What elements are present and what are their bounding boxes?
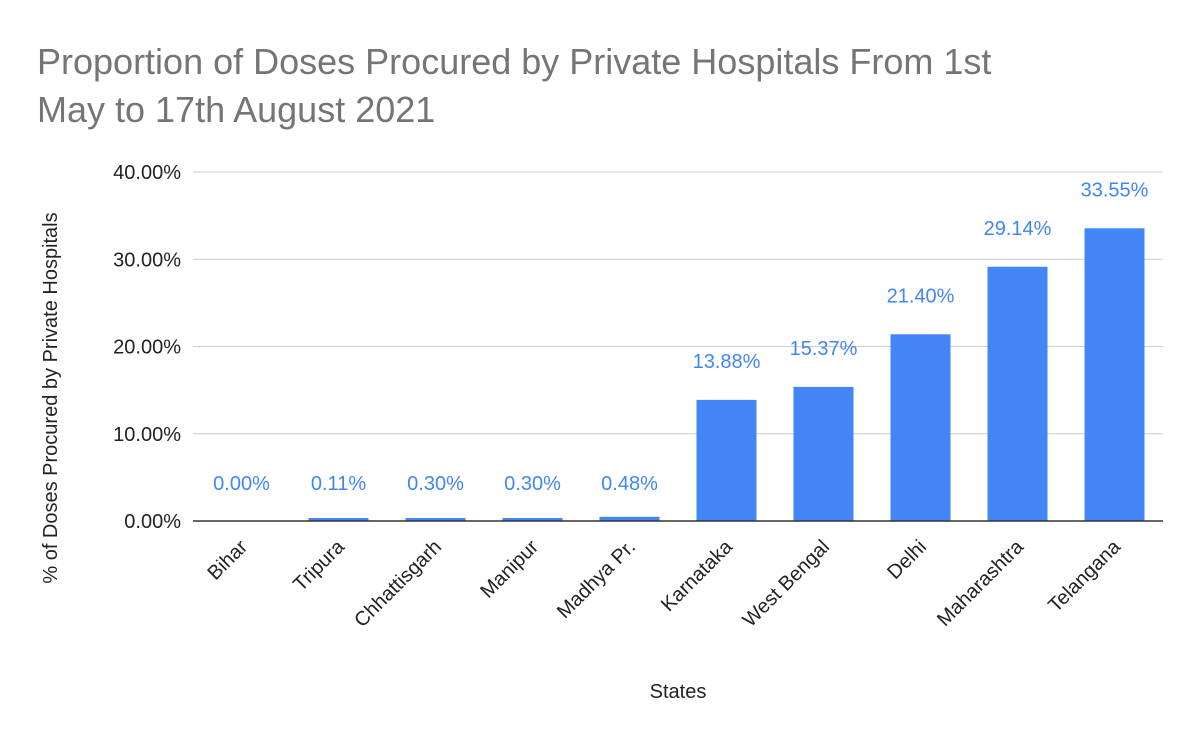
x-tick-label: Karnataka xyxy=(657,535,738,616)
data-label: 0.11% xyxy=(311,473,366,495)
y-tick-label: 30.00% xyxy=(113,249,181,271)
bar xyxy=(793,386,854,521)
x-tick-label: Manipur xyxy=(476,536,543,603)
bar xyxy=(502,518,563,521)
bar xyxy=(987,266,1048,521)
y-axis-ticks: 0.00% 10.00% 20.00% 30.00% 40.00% xyxy=(113,162,181,533)
data-label: 0.30% xyxy=(407,473,464,495)
data-label: 21.40% xyxy=(887,285,955,307)
data-label: 29.14% xyxy=(984,218,1052,240)
x-tick-label: West Bengal xyxy=(739,536,834,631)
x-tick-label: Tripura xyxy=(289,535,349,595)
data-labels: 0.00% 0.11% 0.30% 0.30% 0.48% 13.88% 15.37% 21.… xyxy=(213,179,1148,495)
chart-title-line-2: May to 17th August 2021 xyxy=(37,89,435,130)
chart-title-line-1: Proportion of Doses Procured by Private … xyxy=(37,41,991,82)
data-label: 0.00% xyxy=(213,473,270,495)
x-tick-label: Maharashtra xyxy=(933,535,1029,631)
y-tick-label: 10.00% xyxy=(113,424,181,446)
data-label: 15.37% xyxy=(790,338,858,360)
bar xyxy=(696,399,757,521)
bars xyxy=(308,228,1145,521)
x-tick-label: Chhattisgarh xyxy=(350,536,446,632)
data-label: 33.55% xyxy=(1081,179,1149,201)
y-tick-label: 0.00% xyxy=(124,511,181,533)
y-axis-label: % of Doses Procured by Private Hospitals xyxy=(40,212,62,583)
bar xyxy=(405,518,466,521)
x-tick-label: Madhya Pr. xyxy=(553,536,640,623)
x-tick-label: Telangana xyxy=(1044,535,1125,616)
bar xyxy=(599,516,660,521)
x-tick-label: Delhi xyxy=(883,536,931,584)
data-label: 13.88% xyxy=(693,351,761,373)
y-tick-label: 20.00% xyxy=(113,337,181,359)
data-label: 0.48% xyxy=(601,473,658,495)
bar xyxy=(308,518,369,521)
y-tick-label: 40.00% xyxy=(113,162,181,184)
x-tick-label: Bihar xyxy=(203,536,252,585)
bar xyxy=(1084,228,1145,521)
bar xyxy=(890,334,951,521)
data-label: 0.30% xyxy=(504,473,561,495)
x-axis-ticks: Bihar Tripura Chhattisgarh Manipur Madhya Pr… xyxy=(203,535,1125,631)
x-axis-label: States xyxy=(650,681,707,703)
